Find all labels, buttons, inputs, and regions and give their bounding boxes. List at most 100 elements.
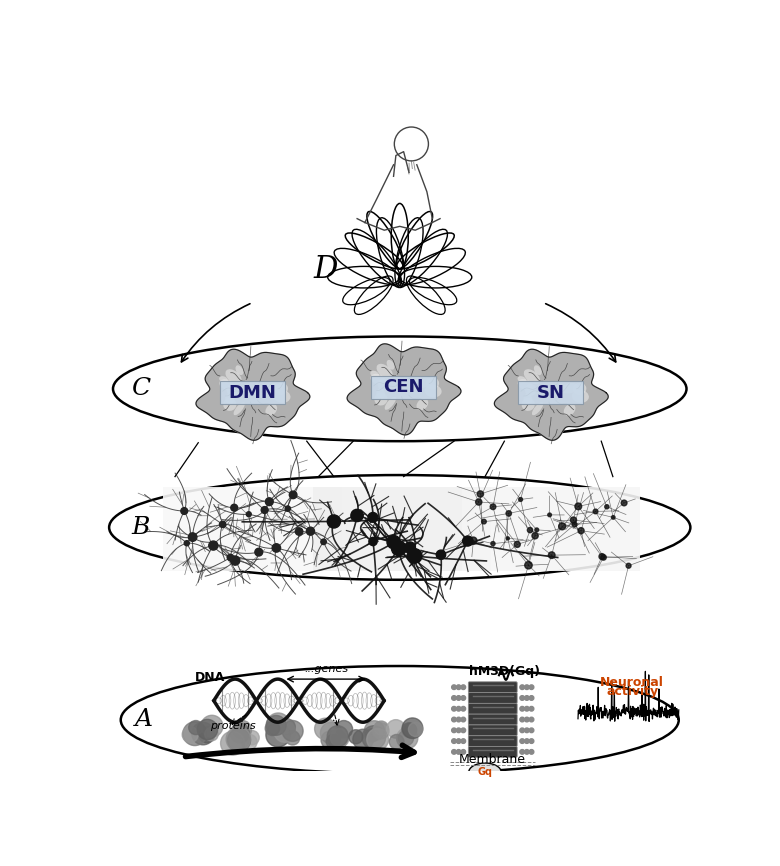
Circle shape [232, 723, 248, 738]
Circle shape [604, 505, 609, 509]
Bar [163, 487, 342, 572]
Text: C: C [130, 378, 150, 400]
Text: ...genes: ...genes [304, 663, 348, 674]
Circle shape [369, 537, 378, 546]
Ellipse shape [227, 384, 238, 396]
Circle shape [367, 728, 388, 750]
Circle shape [456, 750, 461, 754]
Bar [462, 487, 640, 572]
Circle shape [520, 707, 524, 711]
Circle shape [289, 491, 297, 499]
Circle shape [326, 734, 340, 748]
Ellipse shape [219, 376, 228, 383]
Circle shape [407, 549, 422, 563]
FancyBboxPatch shape [468, 736, 517, 746]
Circle shape [532, 533, 538, 539]
Circle shape [452, 739, 456, 743]
Circle shape [529, 728, 534, 733]
Circle shape [593, 509, 597, 514]
Circle shape [409, 722, 423, 736]
Circle shape [374, 721, 388, 735]
Ellipse shape [265, 404, 277, 416]
Circle shape [461, 695, 466, 701]
Circle shape [520, 685, 524, 689]
Circle shape [456, 739, 461, 743]
Circle shape [461, 717, 466, 722]
Circle shape [387, 535, 400, 549]
Text: Gq: Gq [477, 767, 492, 778]
FancyBboxPatch shape [519, 381, 583, 404]
Circle shape [231, 504, 238, 511]
Ellipse shape [525, 384, 537, 396]
Circle shape [461, 750, 466, 754]
Ellipse shape [417, 398, 428, 410]
Ellipse shape [534, 365, 542, 375]
Ellipse shape [385, 397, 396, 410]
Circle shape [612, 515, 615, 519]
Circle shape [519, 498, 523, 501]
Circle shape [266, 715, 286, 735]
Text: Neuronal: Neuronal [601, 676, 665, 689]
Ellipse shape [264, 383, 280, 393]
Circle shape [481, 520, 486, 524]
Circle shape [349, 730, 363, 744]
Circle shape [524, 728, 529, 733]
Ellipse shape [518, 379, 533, 390]
Ellipse shape [219, 379, 234, 390]
Ellipse shape [562, 383, 579, 393]
Circle shape [231, 556, 239, 565]
Circle shape [456, 717, 461, 722]
Circle shape [548, 552, 555, 559]
Ellipse shape [524, 369, 540, 384]
Circle shape [461, 707, 466, 711]
Circle shape [573, 522, 577, 527]
Circle shape [227, 554, 234, 560]
Ellipse shape [414, 378, 431, 388]
Circle shape [314, 718, 336, 740]
Ellipse shape [223, 397, 236, 410]
Text: activity: activity [606, 685, 658, 698]
Circle shape [529, 739, 534, 743]
FancyBboxPatch shape [468, 703, 517, 714]
Circle shape [452, 695, 456, 701]
Circle shape [219, 521, 225, 527]
Text: SN: SN [537, 384, 565, 402]
Ellipse shape [225, 394, 234, 404]
Polygon shape [495, 349, 608, 440]
Circle shape [285, 506, 290, 511]
Circle shape [456, 695, 461, 701]
Circle shape [204, 727, 218, 741]
Ellipse shape [370, 374, 385, 385]
Circle shape [201, 715, 223, 737]
Circle shape [272, 544, 281, 553]
Circle shape [373, 723, 389, 739]
Circle shape [456, 685, 461, 689]
Circle shape [524, 739, 529, 743]
Circle shape [328, 730, 347, 749]
Circle shape [255, 548, 263, 556]
Circle shape [456, 707, 461, 711]
Circle shape [246, 512, 251, 517]
Circle shape [558, 523, 566, 530]
Circle shape [524, 685, 529, 689]
FancyBboxPatch shape [468, 746, 517, 757]
Circle shape [188, 533, 197, 541]
Circle shape [463, 536, 473, 546]
Circle shape [321, 722, 342, 744]
Circle shape [387, 720, 405, 738]
Circle shape [535, 528, 539, 532]
Bar [313, 487, 491, 572]
Ellipse shape [522, 397, 535, 410]
Circle shape [265, 498, 273, 506]
Circle shape [525, 561, 532, 569]
Circle shape [570, 517, 576, 523]
Circle shape [389, 734, 404, 749]
Circle shape [183, 727, 198, 742]
Circle shape [321, 731, 339, 749]
Circle shape [529, 717, 534, 722]
Ellipse shape [518, 376, 527, 383]
Circle shape [396, 727, 418, 749]
Circle shape [197, 720, 218, 740]
Ellipse shape [378, 378, 389, 391]
Circle shape [524, 695, 529, 701]
